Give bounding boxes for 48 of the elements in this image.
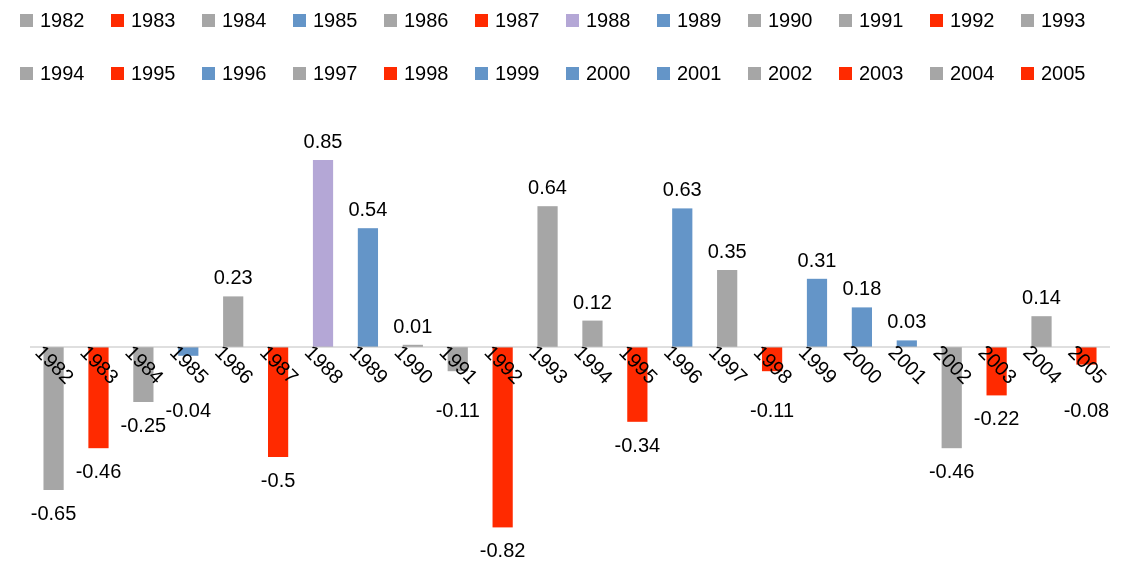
legend-label: 1986 bbox=[404, 9, 449, 31]
legend-label: 1995 bbox=[131, 62, 176, 84]
data-label: 0.35 bbox=[707, 240, 747, 262]
data-label: 0.18 bbox=[842, 277, 882, 300]
data-label: 0.01 bbox=[393, 314, 433, 337]
data-label: 0.14 bbox=[1022, 286, 1061, 309]
data-label: 0.63 bbox=[662, 178, 702, 201]
legend-label: 1983 bbox=[131, 9, 176, 31]
data-label: -0.46 bbox=[75, 460, 122, 483]
legend-label: 1992 bbox=[950, 9, 995, 31]
data-label: 0.64 bbox=[528, 176, 568, 199]
data-label: -0.22 bbox=[973, 407, 1020, 430]
legend-label: 2005 bbox=[1041, 62, 1086, 84]
data-label: 0.23 bbox=[213, 266, 253, 289]
data-label: 0.03 bbox=[887, 310, 927, 333]
legend-label: 2000 bbox=[586, 62, 631, 84]
legend-label: 2004 bbox=[950, 62, 995, 84]
legend-label: 1999 bbox=[495, 62, 540, 84]
legend-label: 1982 bbox=[40, 9, 85, 31]
legend-label: 2001 bbox=[677, 62, 722, 84]
legend-label: 1993 bbox=[1041, 9, 1086, 31]
data-label: -0.08 bbox=[1063, 399, 1110, 421]
legend-label: 1996 bbox=[222, 62, 267, 84]
legend-label: 1988 bbox=[586, 9, 631, 31]
data-label: -0.65 bbox=[30, 502, 77, 524]
legend-label: 1987 bbox=[495, 9, 540, 31]
data-label: 0.85 bbox=[303, 130, 343, 152]
data-label: -0.5 bbox=[260, 469, 296, 491]
legend-label: 2003 bbox=[859, 62, 904, 84]
data-label: 0.54 bbox=[348, 198, 388, 221]
data-label: -0.46 bbox=[928, 460, 975, 483]
legend-label: 1994 bbox=[40, 62, 85, 84]
data-label: -0.25 bbox=[120, 414, 167, 436]
data-label: 0.12 bbox=[572, 290, 612, 313]
legend-label: 2002 bbox=[768, 62, 813, 84]
data-label: -0.82 bbox=[479, 539, 526, 562]
legend-label: 1998 bbox=[404, 62, 449, 84]
data-label: -0.11 bbox=[435, 399, 480, 421]
data-label: 0.31 bbox=[797, 248, 837, 271]
legend-label: 1989 bbox=[677, 9, 722, 31]
legend-label: 1985 bbox=[313, 9, 358, 31]
data-label: -0.11 bbox=[750, 399, 795, 421]
legend-label: 1997 bbox=[313, 62, 358, 84]
legend-label: 1991 bbox=[859, 9, 904, 31]
legend-label: 1990 bbox=[768, 9, 813, 31]
data-label: -0.04 bbox=[165, 399, 212, 421]
data-label: -0.34 bbox=[614, 433, 661, 456]
legend-label: 1984 bbox=[222, 9, 267, 31]
